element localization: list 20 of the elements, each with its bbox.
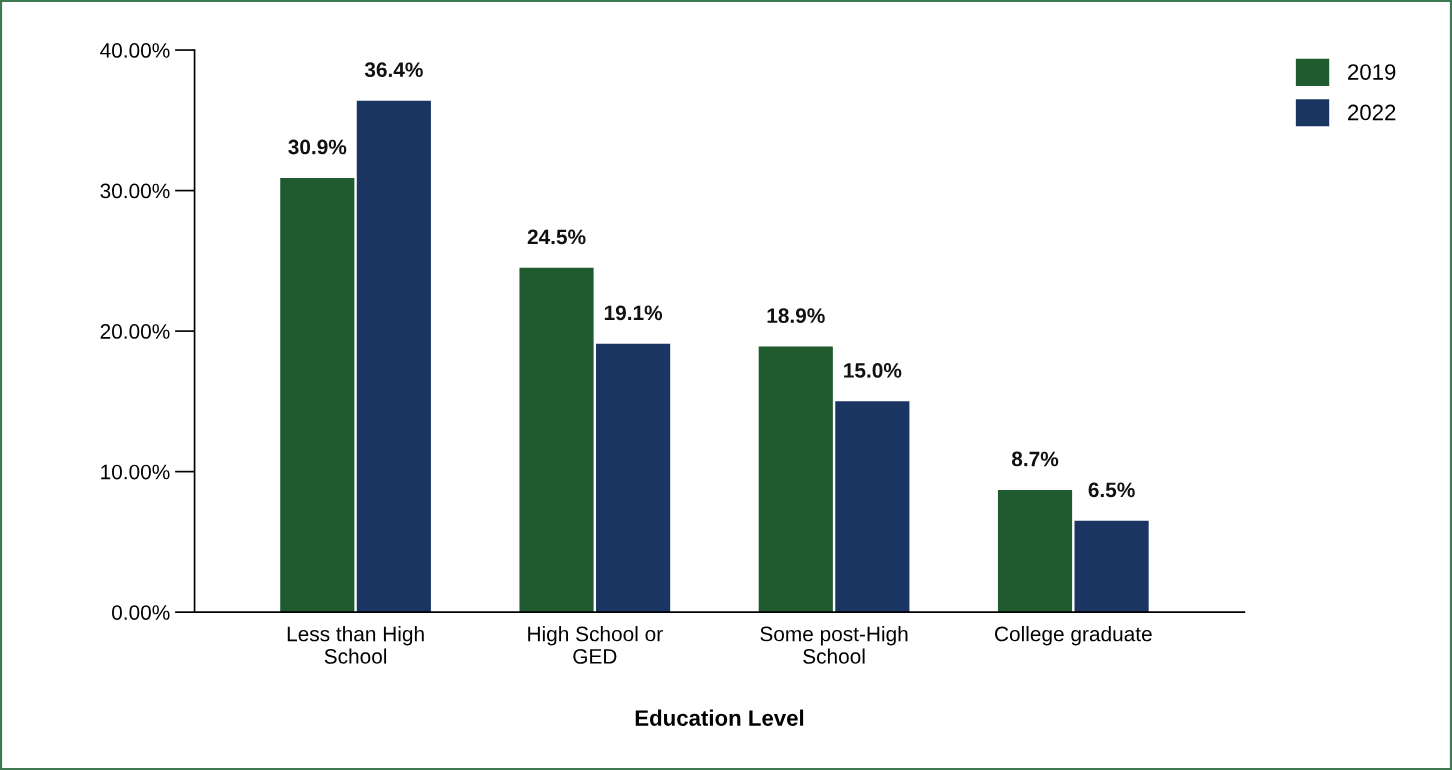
data-label: 6.5% bbox=[1088, 482, 1135, 498]
data-label: 19.1% bbox=[604, 305, 663, 321]
x-tick-label: College graduate bbox=[995, 626, 1152, 646]
legend-label: 2022 bbox=[1348, 104, 1396, 121]
data-label: 36.4% bbox=[364, 62, 423, 78]
x-axis-title: Education Level bbox=[635, 709, 804, 726]
data-label: 8.7% bbox=[1011, 451, 1059, 467]
x-tick-label: Less than High School bbox=[287, 626, 424, 664]
x-tick-label: Some post-High School bbox=[760, 626, 908, 664]
data-label: 24.5% bbox=[527, 229, 586, 245]
data-label: 30.9% bbox=[288, 139, 347, 155]
y-tick-label: 40.00% bbox=[100, 43, 170, 58]
x-tick-label: High School or GED bbox=[528, 626, 663, 664]
y-tick-label: 0.00% bbox=[112, 605, 170, 620]
y-tick-label: 30.00% bbox=[100, 183, 170, 199]
data-label: 18.9% bbox=[767, 308, 825, 323]
legend-label: 2019 bbox=[1348, 64, 1396, 80]
y-tick-label: 10.00% bbox=[101, 464, 170, 480]
data-label: 15.0% bbox=[844, 363, 902, 378]
y-tick-label: 20.00% bbox=[100, 324, 170, 339]
